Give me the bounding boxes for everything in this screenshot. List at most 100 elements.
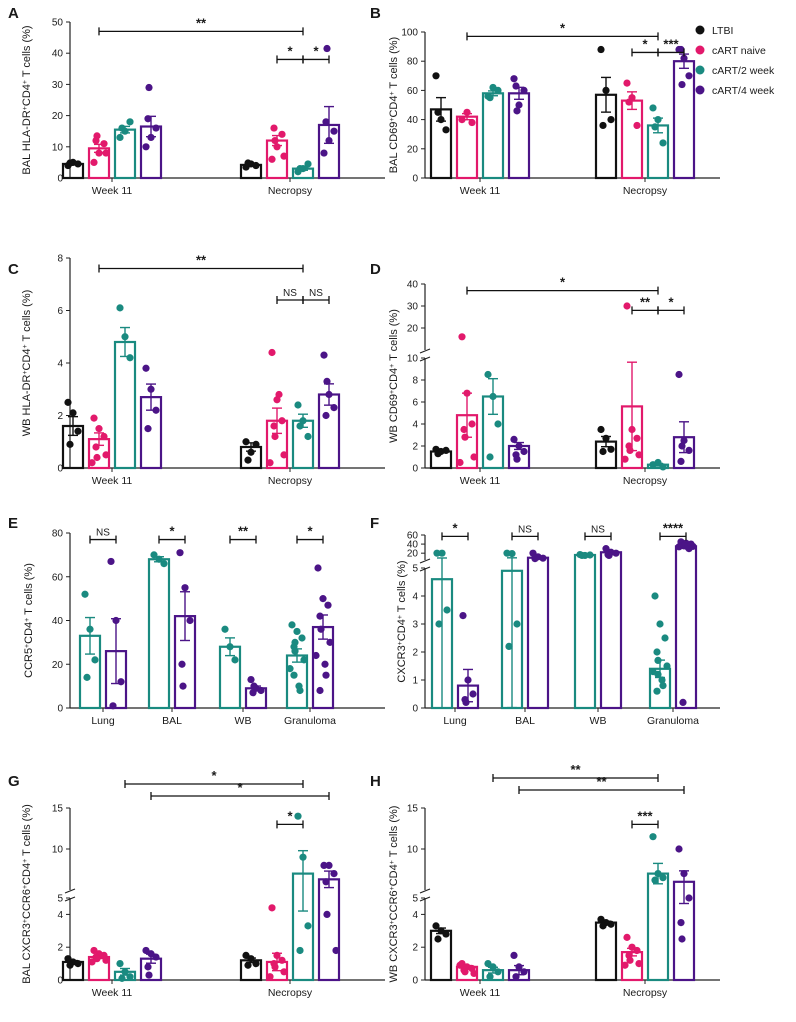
y-tick-label: 2 (57, 411, 63, 422)
data-point (323, 44, 331, 53)
y-axis-label-part: WB CXCR3 (388, 924, 400, 982)
x-category-label: Necropsy (623, 185, 668, 197)
y-tick-label: 4 (412, 592, 418, 603)
data-point (319, 595, 327, 603)
data-point (66, 961, 74, 969)
data-point (118, 974, 126, 982)
data-point (147, 385, 155, 393)
x-category-label: Week 11 (460, 475, 501, 487)
data-point (126, 973, 134, 981)
y-tick-label: 0 (412, 464, 418, 475)
axis-break-mark (419, 566, 431, 572)
y-tick-label: 0 (57, 704, 63, 715)
data-point (244, 456, 252, 464)
x-category-label: Granuloma (647, 715, 699, 727)
data-point (489, 963, 497, 971)
data-point (484, 370, 492, 379)
data-point (520, 447, 528, 456)
data-point (150, 551, 158, 559)
data-point (470, 969, 478, 978)
data-point (649, 833, 657, 841)
x-category-label: WB (235, 715, 252, 727)
data-point (460, 425, 468, 434)
y-tick-label: 6 (57, 306, 63, 317)
data-point (659, 139, 667, 147)
data-point (179, 682, 187, 690)
data-point (432, 72, 440, 80)
x-category-label: Week 11 (92, 475, 133, 487)
y-tick-label: 40 (407, 540, 419, 551)
y-tick-label: 5 (412, 894, 418, 905)
y-axis-label-part: WB HLA-DR (21, 374, 33, 436)
data-point (515, 442, 523, 450)
data-point (531, 555, 539, 563)
data-point (268, 155, 276, 163)
data-point (102, 451, 110, 459)
data-point (142, 364, 150, 372)
data-point (494, 968, 502, 976)
data-point (463, 389, 471, 397)
y-axis-label-part: + (22, 919, 29, 923)
legend-marker (695, 85, 705, 95)
y-tick-label: 10 (407, 845, 419, 856)
data-point (266, 459, 274, 467)
significance-label: NS (283, 288, 297, 299)
data-point (144, 425, 152, 433)
significance-label: * (237, 780, 243, 795)
axis-break-mark (419, 558, 431, 564)
y-tick-label: 2 (412, 648, 418, 659)
data-point (95, 149, 103, 157)
data-point (247, 955, 255, 963)
data-point (468, 118, 476, 127)
data-point (651, 123, 659, 131)
significance-label: * (668, 294, 674, 309)
data-point (304, 160, 312, 168)
data-point (612, 549, 620, 557)
y-axis-label-part: CD4 (388, 96, 400, 118)
data-point (316, 612, 324, 620)
data-point (102, 956, 110, 964)
data-point (442, 126, 450, 134)
data-point (244, 961, 252, 969)
data-point (680, 436, 688, 445)
y-axis-label-part: + (22, 344, 29, 348)
data-point (121, 968, 129, 976)
data-point (278, 417, 286, 425)
bar (526, 556, 550, 710)
data-point (659, 874, 667, 882)
data-point (513, 455, 521, 463)
data-point (320, 351, 328, 359)
y-tick-label: 80 (52, 529, 64, 540)
y-axis-label-part: CD4 (23, 622, 35, 644)
data-point (109, 702, 117, 710)
axis-break-mark (419, 356, 431, 362)
data-point (142, 143, 150, 151)
data-point (520, 86, 528, 94)
data-point (66, 159, 74, 167)
data-point (320, 149, 328, 157)
bar (113, 340, 137, 470)
panel-label: A (8, 5, 19, 22)
data-point (81, 590, 89, 598)
data-point (242, 438, 250, 446)
data-point (656, 620, 664, 628)
data-point (685, 545, 693, 553)
data-point (90, 158, 98, 166)
data-point (461, 968, 469, 976)
data-point (510, 435, 518, 443)
data-point (330, 870, 338, 878)
data-point (278, 130, 286, 138)
data-point (145, 971, 153, 979)
data-point (607, 920, 615, 928)
legend-marker (695, 25, 705, 35)
y-axis-label-part: CD4 (21, 863, 33, 885)
y-tick-label: 10 (52, 845, 64, 856)
data-point (330, 127, 338, 135)
data-point (529, 549, 537, 557)
y-tick-label: 2 (412, 442, 418, 453)
data-point (268, 904, 276, 912)
y-axis-label-part: + (24, 644, 31, 648)
data-point (685, 446, 693, 454)
y-axis-label-part: BAL CD69 (388, 122, 400, 174)
